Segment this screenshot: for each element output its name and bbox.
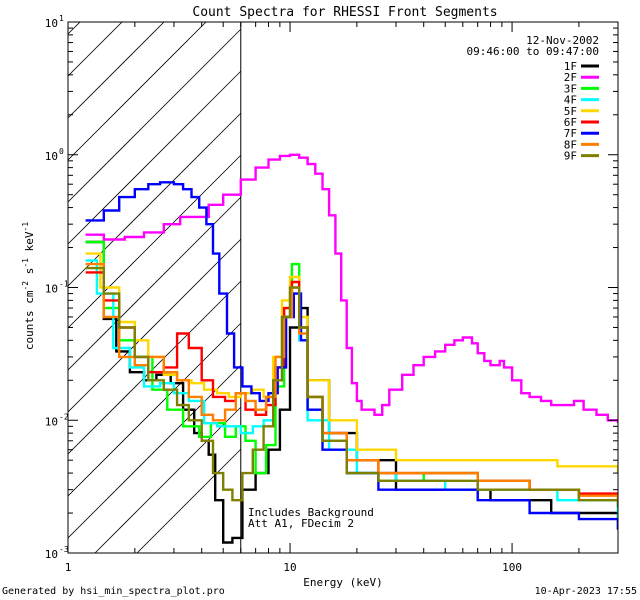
y-tick-exponent: -2 xyxy=(59,412,69,421)
hatch-line xyxy=(68,280,242,455)
hatch-line xyxy=(68,238,242,413)
axis-ticks xyxy=(67,21,619,554)
hatch-line xyxy=(68,322,242,497)
hatch-line xyxy=(68,154,242,329)
series-line-2f xyxy=(85,153,618,424)
legend-label-5f: 5F xyxy=(564,105,577,118)
hatch-line xyxy=(68,364,242,539)
hatch-line xyxy=(68,22,123,77)
x-axis-label: Energy (keV) xyxy=(303,576,382,589)
hatch-line xyxy=(68,112,242,287)
footer-generator: Generated by hsi_min_spectra_plot.pro xyxy=(2,586,225,597)
y-tick-exponent: 1 xyxy=(59,14,64,23)
y-axis-label-part: -1 xyxy=(21,258,30,268)
y-tick-label: 10 xyxy=(45,283,58,296)
x-tick-label: 100 xyxy=(502,561,522,574)
time-range-label: 09:46:00 to 09:47:00 xyxy=(467,45,599,58)
legend-label-2f: 2F xyxy=(564,71,577,84)
x-tick-label: 1 xyxy=(65,561,72,574)
legend-label-1f: 1F xyxy=(564,60,577,73)
y-tick-label: 10 xyxy=(45,548,58,561)
hatch-line xyxy=(68,28,242,203)
y-tick-label: 10 xyxy=(45,17,58,30)
hatch-line xyxy=(68,22,165,119)
date-label: 12-Nov-2002 xyxy=(526,34,599,47)
hatch-line xyxy=(68,196,242,371)
y-tick-exponent: -1 xyxy=(59,280,69,289)
x-tick-label: 10 xyxy=(283,561,296,574)
hatch-line xyxy=(68,70,242,245)
hatch-line xyxy=(68,22,207,161)
chart-title: Count Spectra for RHESSI Front Segments xyxy=(192,5,497,20)
legend-label-9f: 9F xyxy=(564,150,577,163)
annotation-background: Includes Background xyxy=(248,506,374,519)
series-line-1f xyxy=(85,240,618,544)
y-tick-label: 10 xyxy=(45,415,58,428)
y-axis-label-part: counts cm xyxy=(23,290,36,350)
legend-label-8f: 8F xyxy=(564,138,577,151)
legend-label-7f: 7F xyxy=(564,127,577,140)
y-axis-label: counts cm-2 s-1 keV-1 xyxy=(21,222,36,350)
series-layer xyxy=(85,153,618,544)
y-axis-label-part: -1 xyxy=(21,222,30,232)
footer-timestamp: 10-Apr-2023 17:55 xyxy=(535,586,637,597)
annotation-attenuator: Att A1, FDecim 2 xyxy=(248,517,354,530)
y-tick-exponent: 0 xyxy=(59,147,64,156)
y-tick-label: 10 xyxy=(45,150,58,163)
legend-label-4f: 4F xyxy=(564,94,577,107)
series-line-9f xyxy=(85,266,618,508)
series-line-8f xyxy=(85,262,618,503)
y-axis-label-part: -2 xyxy=(21,281,30,291)
hatched-region xyxy=(68,22,242,553)
hatch-line xyxy=(136,448,242,553)
series-line-6f xyxy=(85,271,618,501)
series-line-3f xyxy=(85,240,618,513)
y-axis-label-part: keV xyxy=(23,231,36,258)
legend-label-3f: 3F xyxy=(564,82,577,95)
y-axis-label-part: s xyxy=(23,268,36,281)
y-tick-exponent: -3 xyxy=(59,545,69,554)
legend-label-6f: 6F xyxy=(564,116,577,129)
